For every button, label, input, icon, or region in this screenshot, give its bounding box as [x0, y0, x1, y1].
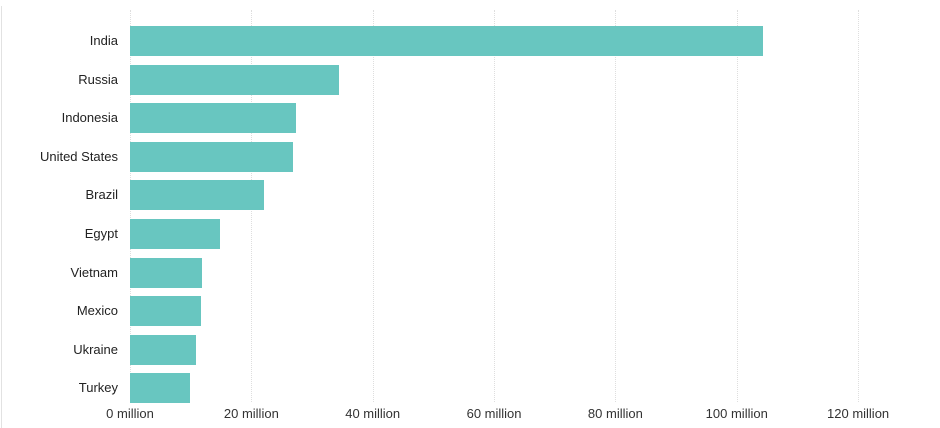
x-tick-label: 60 million: [466, 406, 522, 421]
category-label: United States: [39, 149, 118, 164]
category-label: Turkey: [78, 380, 118, 395]
x-tick-label: 120 million: [827, 406, 890, 421]
bar-brazil: [130, 180, 264, 210]
gridline-100: [736, 10, 738, 402]
bar-vietnam: [130, 258, 203, 288]
card-left-border: [1, 6, 2, 428]
bar-india: [130, 26, 763, 56]
bar-egypt: [130, 219, 221, 249]
category-label: Mexico: [76, 303, 118, 318]
x-tick-label: 40 million: [345, 406, 401, 421]
bar-united-states: [130, 142, 294, 172]
x-tick-label: 100 million: [705, 406, 768, 421]
category-label: Ukraine: [73, 342, 118, 357]
category-label: India: [89, 33, 118, 48]
category-label: Indonesia: [61, 110, 118, 125]
bar-mexico: [130, 296, 201, 326]
bar-turkey: [130, 373, 190, 403]
category-label: Vietnam: [70, 265, 118, 280]
category-label: Brazil: [85, 187, 118, 202]
x-tick-label: 20 million: [223, 406, 279, 421]
category-label: Russia: [78, 72, 118, 87]
x-tick-label: 0 million: [106, 406, 154, 421]
x-tick-label: 80 million: [587, 406, 643, 421]
category-label: Egypt: [84, 226, 118, 241]
gridline-60: [494, 10, 496, 402]
gridline-80: [615, 10, 617, 402]
bar-indonesia: [130, 103, 297, 133]
bar-russia: [130, 65, 340, 95]
gridline-40: [372, 10, 374, 402]
gridline-120: [858, 10, 860, 402]
bar-ukraine: [130, 335, 196, 365]
